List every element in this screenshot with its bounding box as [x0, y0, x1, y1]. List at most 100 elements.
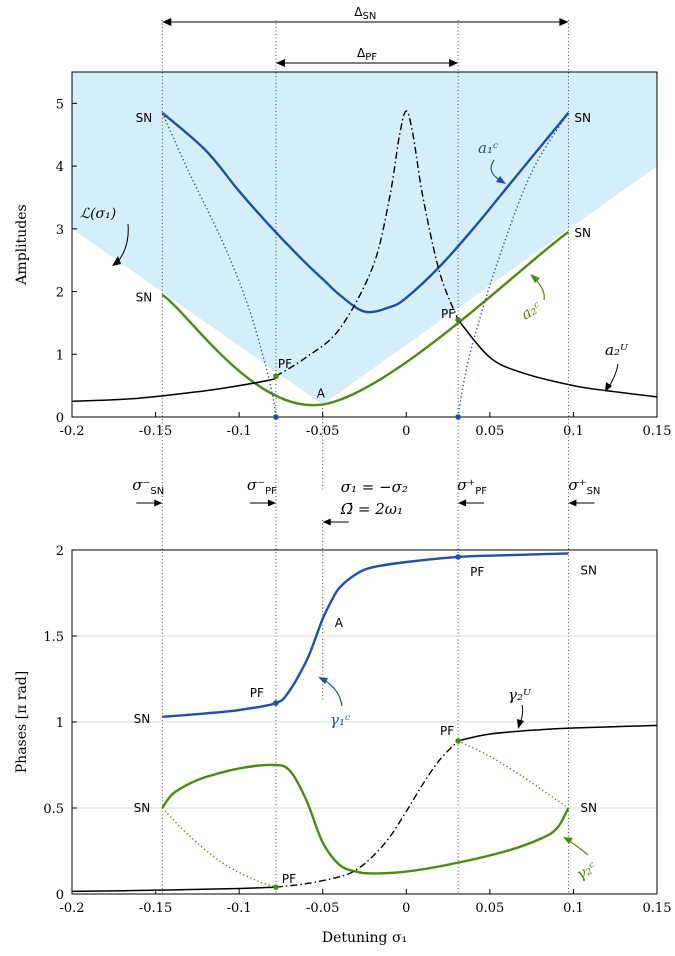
y-tick-label: 0 [56, 888, 64, 903]
series-arrowhead [318, 677, 328, 684]
y-tick-label: 1 [56, 716, 64, 731]
series-line [161, 231, 570, 407]
x-tick-label: 0.05 [475, 901, 504, 916]
annotation-label: SN [134, 801, 151, 815]
y-tick-label: 1.5 [43, 630, 64, 645]
y-tick-label: 2 [56, 544, 64, 559]
series-arrow [490, 159, 501, 181]
series-label-g1c: γ₁ᶜ [330, 711, 350, 729]
series-line [71, 886, 276, 893]
region-arrowhead [112, 256, 121, 266]
annotation-label: PF [282, 872, 296, 886]
x-tick-label: -0.15 [139, 424, 172, 439]
x-tick-label: -0.1 [227, 901, 252, 916]
annotation-label: SN [136, 111, 153, 125]
x-tick-label: -0.2 [59, 424, 84, 439]
annotation-label: A [335, 616, 344, 630]
series-arrowhead [563, 837, 573, 844]
series-arrowhead [496, 176, 506, 184]
y-tick-label: 0.5 [43, 802, 64, 817]
x-tick-label: 0.05 [475, 424, 504, 439]
sigma-marker-label: σ⁻PF [247, 476, 277, 497]
y-axis-label: Amplitudes [14, 204, 30, 285]
series-label-a1c: a₁ᶜ [478, 139, 498, 157]
x-tick-label: -0.2 [59, 901, 84, 916]
delta-sn-label: ΔSN [354, 5, 376, 22]
series-line [161, 111, 570, 314]
annotation-label: SN [134, 712, 151, 726]
series-arrowhead [530, 274, 540, 283]
marker-arrowhead [267, 499, 276, 507]
plot-frame [71, 71, 658, 418]
sigma-marker-label: σ⁺PF [457, 476, 487, 497]
amplitude-chart: -0.2 -0.15 -0.1 -0.05 0 0.05 0.1 0.15 0 1 2 3 4 5 Ampl… [14, 5, 671, 439]
bifurcation-point [455, 554, 461, 560]
annotation-label: PF [278, 357, 292, 371]
sigma-marker-label: Ω̄ = 2ω₁ [340, 500, 403, 518]
y-tick-label: 5 [56, 97, 64, 112]
sigma-marker-label: σ₁ = −σ₂ [341, 478, 408, 496]
bifurcation-point [273, 414, 279, 420]
bifurcation-point [455, 316, 461, 323]
y-tick-label: 0 [56, 411, 64, 426]
marker-arrowhead [154, 499, 163, 507]
sigma-marker-label: σ⁻SN [132, 476, 164, 497]
bifurcation-point [455, 738, 461, 744]
series-label-a2c: a₂ᶜ [518, 298, 545, 324]
series-arrowhead [517, 719, 524, 729]
annotation-label: PF [441, 307, 455, 321]
series-arrowhead [605, 382, 612, 392]
annotation-label: SN [574, 226, 591, 240]
delta-pf-label: ΔPF [357, 46, 377, 63]
delta-pf-arrowhead [275, 59, 285, 67]
x-tick-label: 0.1 [563, 424, 584, 439]
y-tick-label: 3 [56, 223, 64, 238]
annotation-label: A [317, 386, 326, 400]
annotation-label: PF [250, 686, 264, 700]
phase-chart: -0.2 -0.15 -0.1 -0.05 0 0.05 0.1 0.15 0 0.5 1 1.5 2 P… [14, 544, 671, 946]
annotation-label: PF [470, 565, 484, 579]
delta-pf-arrowhead [449, 59, 459, 67]
series-label-g2c: γ₂ᶜ [573, 858, 600, 884]
x-tick-label: -0.05 [306, 424, 339, 439]
series-arrow [567, 839, 589, 856]
y-axis-label: Phases [π rad] [14, 671, 30, 773]
y-tick-label: 2 [56, 286, 64, 301]
x-tick-label: -0.15 [139, 901, 172, 916]
x-tick-label: -0.1 [227, 424, 252, 439]
series-arrow [323, 679, 343, 707]
y-tick-label: 1 [56, 348, 64, 363]
x-tick-label: 0.15 [643, 424, 672, 439]
x-axis-label: Detuning σ₁ [322, 930, 407, 946]
series-line [457, 112, 569, 418]
series-line [161, 807, 277, 888]
series-label-a2u: a₂ᵁ [605, 341, 629, 359]
x-tick-label: 0.15 [643, 901, 672, 916]
x-tick-label: -0.05 [306, 901, 339, 916]
sigma-marker-label: σ⁺SN [568, 476, 600, 497]
y-tick-label: 4 [56, 160, 64, 175]
bifurcation-point [273, 884, 279, 890]
series-line [457, 740, 569, 809]
bifurcation-point [273, 373, 279, 380]
annotation-label: SN [574, 111, 591, 125]
delta-sn-arrowhead [162, 18, 172, 26]
series-line [71, 375, 278, 403]
bifurcation-point [273, 700, 279, 706]
x-tick-label: 0 [402, 424, 410, 439]
series-line [457, 319, 658, 398]
bifurcation-point [455, 414, 461, 420]
x-tick-label: 0.1 [563, 901, 584, 916]
annotation-label: SN [580, 801, 597, 815]
series-line [275, 110, 459, 377]
delta-sn-arrowhead [559, 18, 569, 26]
annotation-label: SN [580, 563, 597, 577]
marker-arrowhead [458, 499, 467, 507]
series-line [162, 552, 569, 718]
marker-arrowhead [322, 518, 331, 526]
annotation-label: SN [136, 291, 153, 305]
marker-arrowhead [568, 499, 577, 507]
feasible-region [72, 72, 657, 405]
series-line [457, 724, 658, 742]
